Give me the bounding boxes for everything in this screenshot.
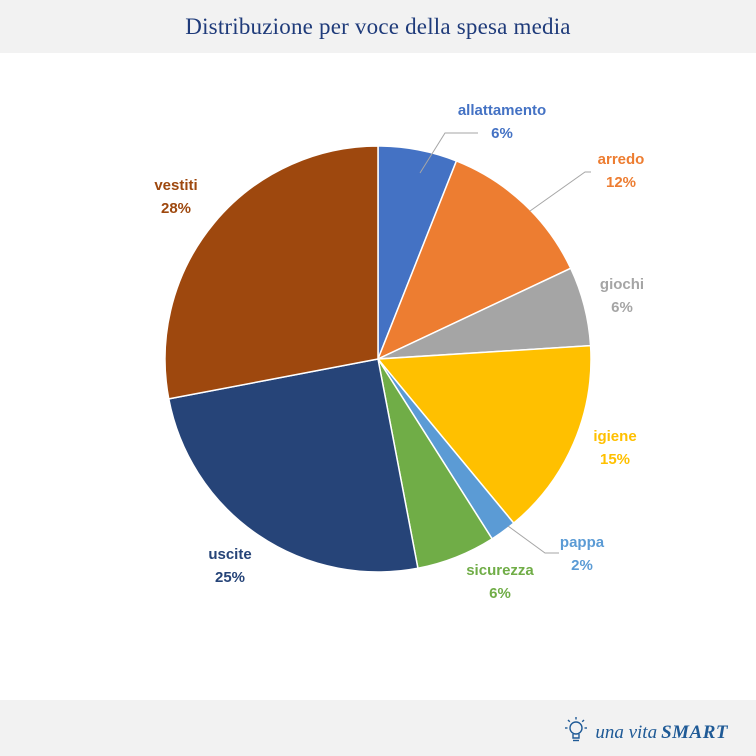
footer-bar: una vita SMART (0, 700, 756, 756)
brand-suffix: SMART (661, 722, 728, 743)
pie-slice-vestiti (164, 145, 379, 400)
plot-area: allattamento 6% arredo 12% giochi 6% igiene 15%… (0, 53, 756, 700)
slice-value-igiene: 15% (600, 451, 630, 468)
brand-logo: una vita SMART (561, 715, 728, 751)
pie-slice-igiene (376, 344, 592, 525)
slice-label-sicurezza: sicurezza (466, 562, 534, 579)
pie-slice-uscite (167, 358, 419, 573)
slice-label-arredo: arredo (598, 151, 645, 168)
leader-line-pappa (507, 525, 559, 554)
slice-value-arredo: 12% (606, 174, 636, 191)
leader-line-allattamento (419, 132, 478, 174)
slice-label-vestiti: vestiti (154, 177, 197, 194)
slice-value-allattamento: 6% (491, 125, 513, 142)
leader-line-arredo (529, 171, 591, 212)
slice-label-giochi: giochi (600, 276, 644, 293)
slice-label-pappa: pappa (560, 534, 605, 551)
pie-slice-arredo (376, 159, 572, 361)
pie-chart: allattamento 6% arredo 12% giochi 6% igiene 15%… (154, 102, 645, 602)
slice-value-sicurezza: 6% (489, 585, 511, 602)
lightbulb-icon (561, 715, 591, 751)
slice-value-giochi: 6% (611, 299, 633, 316)
slice-value-uscite: 25% (215, 569, 245, 586)
slice-label-uscite: uscite (208, 546, 251, 563)
slice-value-vestiti: 28% (161, 200, 191, 217)
slice-label-igiene: igiene (593, 428, 636, 445)
slice-label-allattamento: allattamento (458, 102, 546, 119)
brand-prefix: una vita (595, 722, 658, 743)
chart-header: Distribuzione per voce della spesa media (0, 0, 756, 53)
chart-title: Distribuzione per voce della spesa media (185, 13, 571, 39)
slice-value-pappa: 2% (571, 557, 593, 574)
